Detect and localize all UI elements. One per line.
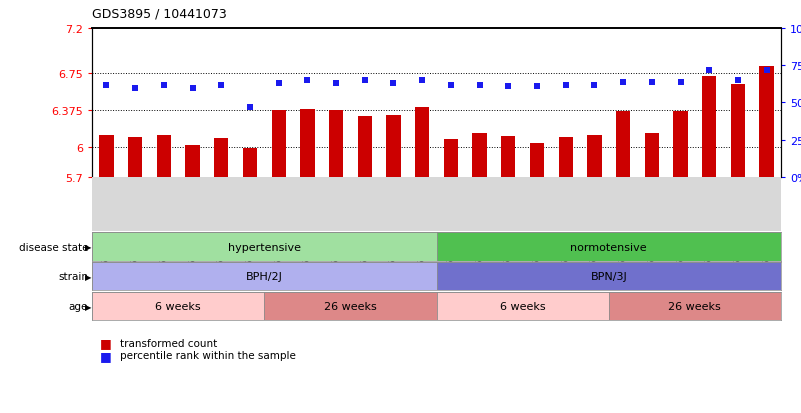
Bar: [645, 134, 659, 178]
Bar: [272, 111, 286, 178]
Bar: [501, 137, 516, 178]
Point: [100, 82, 113, 89]
Point: [186, 85, 199, 92]
Bar: [609, 292, 781, 320]
Point: [559, 82, 572, 89]
Bar: [529, 144, 544, 178]
Text: 26 weeks: 26 weeks: [324, 301, 376, 311]
Bar: [128, 138, 143, 178]
Point: [215, 82, 227, 89]
Bar: [157, 136, 171, 178]
Text: disease state: disease state: [18, 242, 88, 252]
Bar: [329, 111, 344, 178]
Bar: [558, 138, 573, 178]
Text: ■: ■: [100, 349, 112, 362]
Text: BPH/2J: BPH/2J: [246, 272, 283, 282]
Text: hypertensive: hypertensive: [227, 242, 301, 252]
Bar: [243, 149, 257, 178]
Bar: [437, 263, 781, 291]
Bar: [587, 136, 602, 178]
Text: transformed count: transformed count: [120, 338, 217, 348]
Text: age: age: [69, 301, 88, 311]
Bar: [214, 139, 228, 178]
Bar: [444, 140, 458, 178]
Bar: [759, 66, 774, 178]
Point: [244, 104, 256, 111]
Bar: [616, 112, 630, 178]
Bar: [92, 292, 264, 320]
Text: GDS3895 / 10441073: GDS3895 / 10441073: [92, 8, 227, 21]
Point: [301, 78, 314, 84]
Point: [674, 79, 687, 86]
Bar: [300, 110, 315, 178]
Bar: [473, 134, 487, 178]
Point: [358, 78, 371, 84]
Text: percentile rank within the sample: percentile rank within the sample: [120, 351, 296, 361]
Text: 6 weeks: 6 weeks: [500, 301, 545, 311]
Text: ▶: ▶: [85, 272, 91, 281]
Bar: [357, 117, 372, 178]
Bar: [99, 136, 114, 178]
Point: [731, 78, 744, 84]
Point: [646, 79, 658, 86]
Text: 26 weeks: 26 weeks: [669, 301, 721, 311]
Point: [445, 82, 457, 89]
Text: ▶: ▶: [85, 242, 91, 252]
Bar: [92, 263, 437, 291]
Point: [330, 81, 343, 87]
Bar: [702, 76, 716, 178]
Text: 6 weeks: 6 weeks: [155, 301, 201, 311]
Text: ■: ■: [100, 337, 112, 350]
Point: [416, 78, 429, 84]
Bar: [731, 84, 745, 178]
Text: ▶: ▶: [85, 302, 91, 311]
Bar: [264, 292, 437, 320]
Bar: [92, 233, 437, 261]
Text: normotensive: normotensive: [570, 242, 647, 252]
Bar: [437, 292, 609, 320]
Point: [702, 67, 715, 74]
Point: [530, 83, 543, 90]
Point: [588, 82, 601, 89]
Bar: [674, 112, 688, 178]
Bar: [437, 233, 781, 261]
Bar: [415, 108, 429, 178]
Point: [473, 82, 486, 89]
Point: [617, 79, 630, 86]
Point: [760, 67, 773, 74]
Point: [502, 83, 515, 90]
Point: [158, 82, 171, 89]
Bar: [185, 146, 199, 178]
Bar: [386, 116, 400, 178]
Point: [272, 81, 285, 87]
Point: [387, 81, 400, 87]
Text: BPN/3J: BPN/3J: [590, 272, 627, 282]
Point: [129, 85, 142, 92]
Text: strain: strain: [58, 272, 88, 282]
